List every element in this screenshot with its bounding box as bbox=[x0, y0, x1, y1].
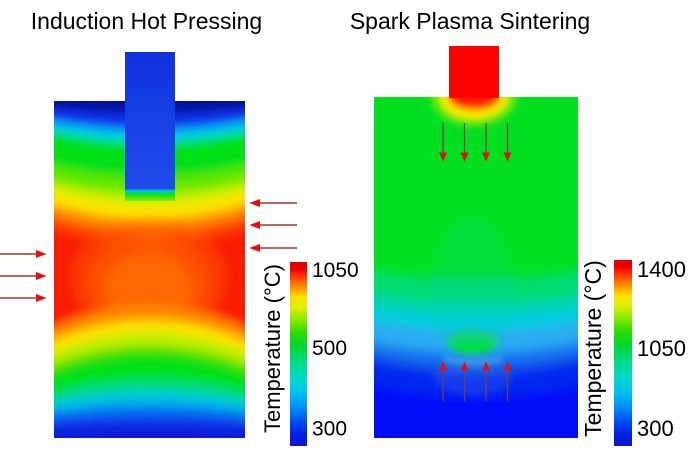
svg-text:Spark Plasma Sintering: Spark Plasma Sintering bbox=[350, 8, 590, 34]
svg-text:1050: 1050 bbox=[312, 259, 359, 282]
svg-text:300: 300 bbox=[637, 416, 674, 441]
svg-text:300: 300 bbox=[312, 418, 347, 441]
svg-text:Temperature (°C): Temperature (°C) bbox=[580, 260, 606, 437]
svg-text:1400: 1400 bbox=[637, 257, 686, 282]
svg-text:1050: 1050 bbox=[637, 336, 686, 361]
svg-text:Induction Hot Pressing: Induction Hot Pressing bbox=[31, 8, 262, 34]
svg-text:Temperature (°C): Temperature (°C) bbox=[260, 264, 285, 433]
svg-text:500: 500 bbox=[312, 337, 347, 360]
